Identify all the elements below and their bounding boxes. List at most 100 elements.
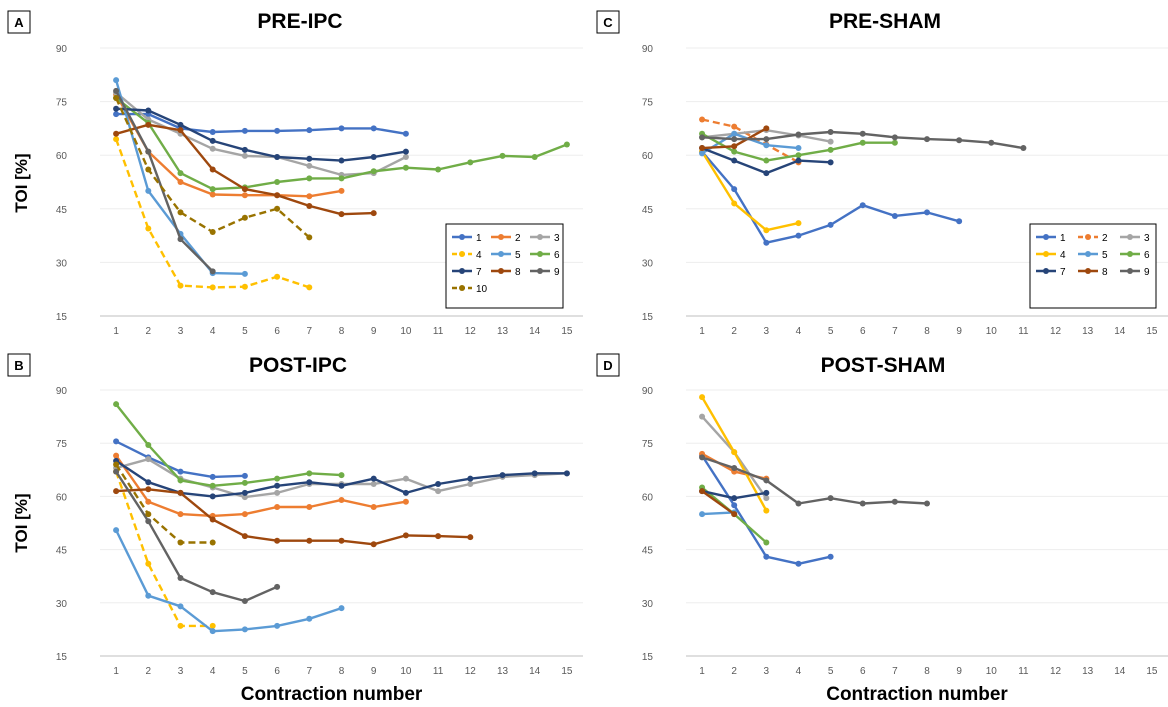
legend-marker-5: [498, 251, 504, 257]
x-tick-label: 2: [731, 666, 737, 677]
series-line-2: [701, 118, 800, 164]
panel-label-d: D: [603, 358, 612, 373]
x-tick-label: 4: [796, 666, 802, 677]
legend-marker-1: [1043, 234, 1049, 240]
data-point-4: [209, 284, 216, 291]
data-point-9: [859, 500, 866, 507]
data-point-1: [113, 438, 120, 445]
legend-label-5: 5: [1102, 250, 1108, 261]
data-point-5: [763, 142, 770, 149]
x-tick-label: 6: [274, 666, 280, 677]
x-tick-label: 13: [1082, 666, 1094, 677]
data-point-8: [402, 532, 409, 539]
y-tick-label: 90: [642, 44, 654, 55]
legend-marker-3: [537, 234, 543, 240]
y-tick-label: 90: [56, 44, 68, 55]
series-line-9: [115, 90, 214, 273]
data-point-6: [145, 441, 152, 448]
data-point-4: [763, 227, 770, 234]
y-tick-label: 45: [642, 205, 654, 216]
x-tick-label: 8: [924, 326, 930, 337]
data-point-7: [467, 475, 474, 482]
legend-label-1: 1: [1060, 233, 1066, 244]
data-point-9: [145, 518, 152, 525]
data-point-3: [467, 480, 474, 487]
x-tick-label: 11: [433, 666, 444, 677]
series-line-5: [115, 529, 342, 633]
data-point-1: [827, 553, 834, 560]
y-tick-label: 75: [56, 439, 68, 450]
data-point-7: [402, 489, 409, 496]
data-point-8: [177, 127, 184, 134]
data-point-7: [370, 475, 377, 482]
data-point-1: [209, 473, 216, 480]
legend-marker-4: [459, 251, 465, 257]
data-point-8: [370, 210, 377, 217]
data-point-8: [274, 537, 281, 544]
data-point-5: [145, 592, 152, 599]
data-point-7: [435, 480, 442, 487]
data-point-4: [731, 200, 738, 207]
data-point-9: [241, 598, 248, 605]
data-point-9: [827, 495, 834, 502]
data-point-3: [402, 153, 409, 160]
data-point-3: [370, 480, 377, 487]
x-tick-label: 1: [113, 666, 119, 677]
panel-label-box-b: [7, 353, 31, 377]
data-point-7: [827, 159, 834, 166]
x-tick-label: 7: [892, 326, 898, 337]
data-point-10: [113, 461, 120, 468]
x-tick-label: 3: [764, 666, 770, 677]
data-point-8: [145, 486, 152, 493]
data-point-9: [956, 137, 963, 144]
y-tick-label: 45: [56, 205, 68, 216]
data-point-8: [467, 534, 474, 541]
y-axis-label-b: TOI [%]: [12, 493, 31, 552]
data-point-2: [177, 179, 184, 185]
legend-label-6: 6: [554, 250, 560, 261]
data-point-9: [113, 87, 120, 94]
series-line-3: [115, 458, 567, 499]
legend-marker-10: [459, 285, 465, 291]
y-tick-label: 60: [56, 151, 68, 162]
data-point-8: [338, 211, 345, 218]
x-tick-label: 11: [1018, 666, 1029, 677]
x-tick-label: 15: [1146, 326, 1158, 337]
x-axis-label-d: Contraction number: [826, 684, 1008, 705]
data-point-3: [241, 494, 248, 501]
data-point-9: [859, 130, 866, 137]
data-point-9: [731, 465, 738, 472]
panel-label-a: A: [14, 15, 24, 30]
data-point-4: [274, 273, 281, 280]
data-point-1: [274, 127, 281, 134]
data-point-4: [177, 622, 184, 629]
legend-label-7: 7: [476, 267, 482, 278]
series-line-9: [701, 456, 928, 505]
panel-label-box-c: [596, 10, 620, 34]
legend-marker-7: [459, 268, 465, 274]
data-point-9: [113, 468, 120, 475]
data-point-4: [209, 622, 216, 629]
y-tick-label: 60: [642, 492, 654, 503]
x-tick-label: 14: [1114, 666, 1126, 677]
data-point-3: [241, 152, 248, 159]
y-tick-label: 90: [642, 386, 654, 397]
data-point-2: [113, 452, 120, 459]
x-tick-label: 2: [146, 666, 152, 677]
x-tick-label: 5: [242, 326, 248, 337]
data-point-7: [177, 121, 184, 128]
data-point-6: [338, 175, 345, 182]
data-point-10: [177, 539, 184, 546]
data-point-7: [145, 107, 152, 114]
data-point-1: [338, 125, 345, 132]
panel-label-c: C: [603, 15, 613, 30]
data-point-10: [145, 166, 152, 173]
data-point-2: [402, 498, 409, 505]
x-tick-label: 6: [274, 326, 280, 337]
x-tick-label: 4: [210, 666, 216, 677]
x-tick-label: 8: [924, 666, 930, 677]
data-point-5: [113, 527, 120, 534]
y-tick-label: 45: [642, 546, 654, 557]
data-point-8: [370, 541, 377, 548]
x-tick-label: 14: [529, 326, 541, 337]
